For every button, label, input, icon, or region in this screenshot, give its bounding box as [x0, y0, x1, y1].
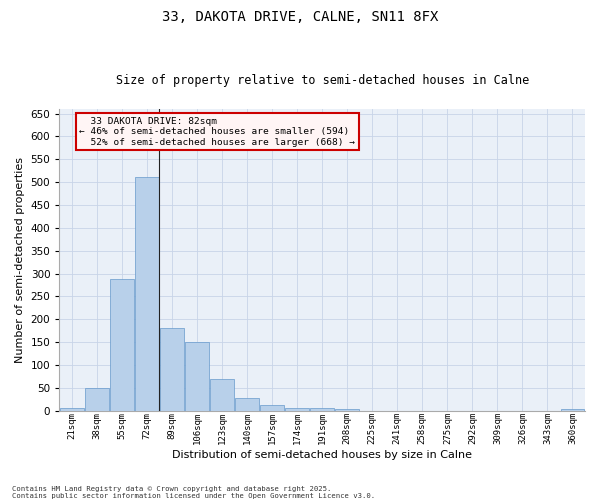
X-axis label: Distribution of semi-detached houses by size in Calne: Distribution of semi-detached houses by …	[172, 450, 472, 460]
Text: Contains HM Land Registry data © Crown copyright and database right 2025.: Contains HM Land Registry data © Crown c…	[12, 486, 331, 492]
Bar	[110, 278, 134, 411]
Bar	[160, 328, 184, 411]
Text: Contains public sector information licensed under the Open Government Licence v3: Contains public sector information licen…	[12, 493, 375, 499]
Bar	[85, 388, 109, 411]
Text: 33, DAKOTA DRIVE, CALNE, SN11 8FX: 33, DAKOTA DRIVE, CALNE, SN11 8FX	[162, 10, 438, 24]
Bar	[185, 342, 209, 411]
Y-axis label: Number of semi-detached properties: Number of semi-detached properties	[15, 157, 25, 363]
Bar	[335, 410, 359, 411]
Bar	[310, 408, 334, 411]
Bar	[210, 380, 234, 411]
Bar	[260, 405, 284, 411]
Bar	[60, 408, 84, 411]
Bar	[285, 408, 309, 411]
Bar	[235, 398, 259, 411]
Title: Size of property relative to semi-detached houses in Calne: Size of property relative to semi-detach…	[116, 74, 529, 87]
Bar	[560, 408, 584, 411]
Text: 33 DAKOTA DRIVE: 82sqm
← 46% of semi-detached houses are smaller (594)
  52% of : 33 DAKOTA DRIVE: 82sqm ← 46% of semi-det…	[79, 117, 355, 146]
Bar	[135, 177, 159, 411]
